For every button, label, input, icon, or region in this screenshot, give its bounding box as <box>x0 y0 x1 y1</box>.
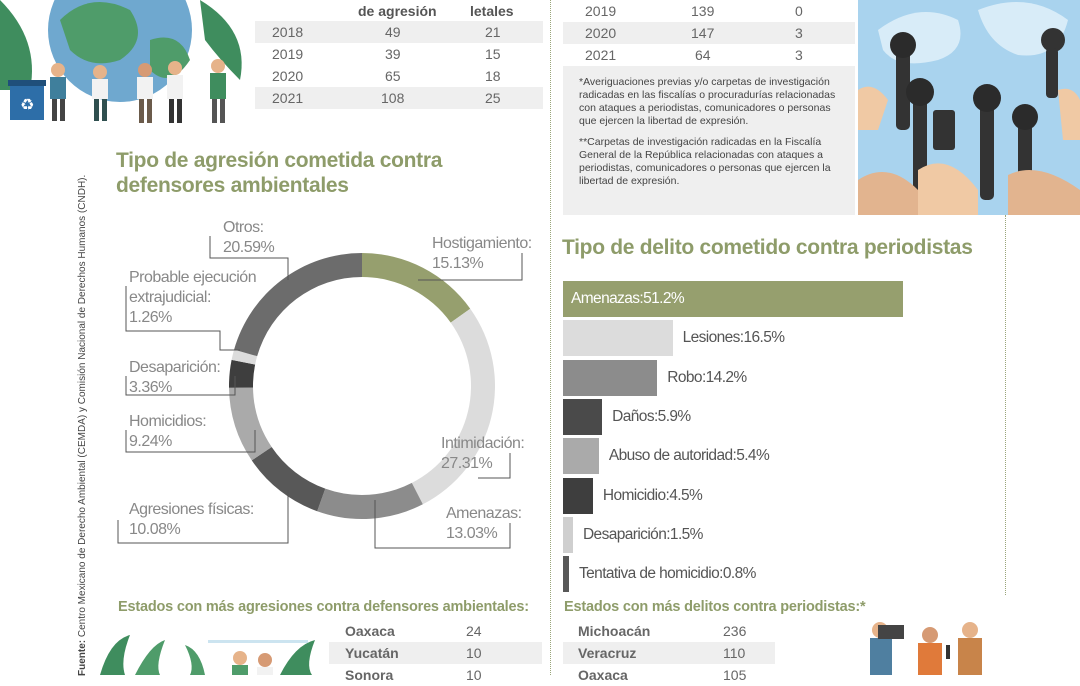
table-row: 2018 49 21 <box>272 24 501 40</box>
column-divider <box>550 0 551 675</box>
bar-chart-title: Tipo de delito cometido contra periodist… <box>562 236 973 259</box>
table-row: 2021 108 25 <box>272 90 501 106</box>
table-row: Veracruz 110 <box>578 645 746 661</box>
bar-3 <box>563 398 603 435</box>
callout-label-intimidacion: Intimidación: 27.31% <box>441 435 525 472</box>
bar-label-4: Abuso de autoridad:5.4% <box>608 447 770 465</box>
callout-label-agresiones: Agresiones físicas: 10.08% <box>129 501 254 538</box>
svg-text:♻: ♻ <box>20 95 34 114</box>
donut-slice-6 <box>231 349 258 365</box>
table-row: 2021 64 3 <box>585 47 803 63</box>
table-row: 2020 65 18 <box>272 68 501 84</box>
callout-label-hostigamiento: Hostigamiento: 15.13% <box>432 235 532 272</box>
table-row: 2020 147 3 <box>585 25 803 41</box>
bar-label-0: Amenazas:51.2% <box>571 290 685 307</box>
table-row: 2019 39 15 <box>272 46 501 62</box>
bar-6 <box>563 516 573 553</box>
table-row: Yucatán 10 <box>345 645 482 661</box>
right-divider <box>1005 215 1006 595</box>
reporters-illustration <box>870 622 982 675</box>
footnotes-box: *Averiguaciones previas y/o carpetas de … <box>563 66 855 215</box>
bar-2 <box>563 359 658 396</box>
callout-label-amenazas: Amenazas: 13.03% <box>446 505 522 542</box>
bar-1 <box>563 320 673 357</box>
donut-slice-3 <box>251 446 326 512</box>
states-defensores-title: Estados con más agresiones contra defens… <box>118 599 529 615</box>
donut-slice-1 <box>411 308 495 505</box>
bar-label-2: Robo:14.2% <box>667 368 747 386</box>
source-text: Centro Mexicano de Derecho Ambiental (CE… <box>77 174 88 638</box>
states-periodistas-title: Estados con más delitos contra periodist… <box>564 599 866 615</box>
donut-slice-5 <box>229 359 256 388</box>
table-row: Sonora 10 <box>345 667 482 683</box>
footnote-1: *Averiguaciones previas y/o carpetas de … <box>579 76 836 127</box>
bar-label-3: Daños:5.9% <box>612 407 691 425</box>
environment-illustration: ♻ <box>0 0 242 123</box>
bar-4 <box>563 438 599 475</box>
bar-7 <box>563 556 569 593</box>
states-periodistas-table: Michoacán 236 Veracruz 110 Oaxaca 105 <box>563 620 775 683</box>
aggression-by-year-table: de agresión letales 2018 49 21 2019 39 15 20… <box>255 0 543 125</box>
journalist-cases-table: 2019 139 0 2020 147 3 2021 64 3 <box>563 0 855 66</box>
bar-label-1: Lesiones:16.5% <box>682 329 786 347</box>
bar-label-5: Homicidio:4.5% <box>602 486 703 504</box>
table-row: Oaxaca 24 <box>345 623 482 639</box>
source-rotated: Fuente: Centro Mexicano de Derecho Ambie… <box>77 175 88 676</box>
table-header-agresion: de agresión <box>358 3 437 19</box>
bar-chart: Amenazas:51.2% Lesiones:16.5% Robo:14.2% Da… <box>563 281 1003 601</box>
callout-label-desaparicion: Desaparición: 3.36% <box>129 359 221 396</box>
bar-0 <box>563 281 903 317</box>
callout-label-probable: Probable ejecución extrajudicial: 1.26% <box>129 269 257 326</box>
table-row: Oaxaca 105 <box>578 667 747 683</box>
callout-label-otros: Otros: 20.59% <box>223 219 275 256</box>
donut-slice-4 <box>229 387 272 461</box>
footnote-2: **Carpetas de investigación radicadas en… <box>579 136 831 187</box>
bar-label-7: Tentativa de homicidio:0.8% <box>579 565 756 583</box>
table-header-letales: letales <box>470 3 514 19</box>
plants-illustration <box>100 635 315 675</box>
source-label: Fuente: <box>77 639 88 676</box>
bar-label-6: Desaparición:1.5% <box>582 525 704 543</box>
bar-5 <box>563 477 593 514</box>
table-row: 2019 139 0 <box>585 3 803 19</box>
microphones-illustration <box>858 0 1080 215</box>
table-row: Michoacán 236 <box>578 623 747 639</box>
callout-label-homicidios: Homicidios: 9.24% <box>129 413 207 450</box>
donut-chart-title: Tipo de agresión cometida contra defenso… <box>116 149 443 197</box>
donut-slice-2 <box>317 482 423 519</box>
states-defensores-table: Oaxaca 24 Yucatán 10 Sonora 10 <box>329 620 542 683</box>
